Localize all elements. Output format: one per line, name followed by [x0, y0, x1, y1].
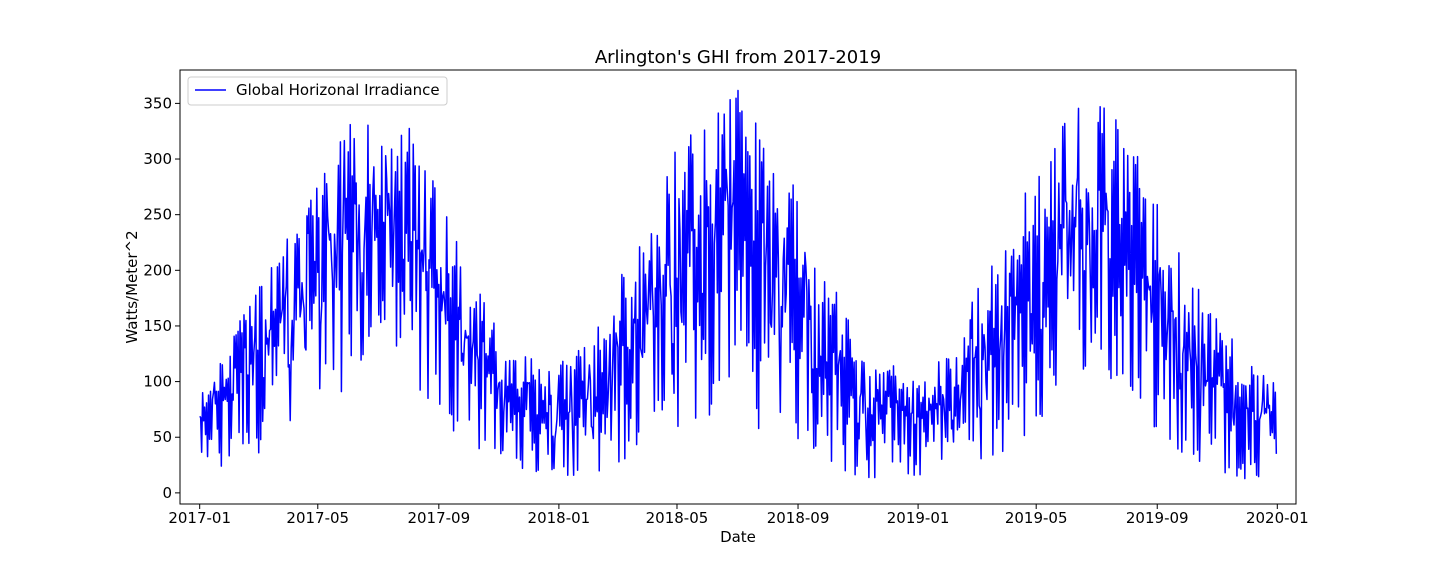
y-tick-label: 250: [143, 206, 172, 224]
legend-box: [187, 76, 448, 106]
x-tick-label: 2019-01: [887, 509, 950, 527]
x-tick-label: 2017-09: [407, 509, 470, 527]
x-axis-title: Date: [720, 528, 756, 546]
x-tick-label: 2018-05: [646, 509, 709, 527]
plot-area-frame: [179, 69, 1297, 505]
y-tick-label: 200: [143, 261, 172, 279]
legend-label: Global Horizonal Irradiance: [236, 81, 440, 99]
y-axis-ticks: 0 50 100 150 200 250 300 350: [143, 94, 180, 502]
x-tick-label: 2017-01: [168, 509, 231, 527]
x-tick-label: 2019-09: [1126, 509, 1189, 527]
y-tick-label: 350: [143, 94, 172, 112]
y-tick-label: 100: [143, 373, 172, 391]
legend: Global Horizonal Irradiance: [187, 76, 448, 106]
series-layer: [199, 89, 1278, 480]
chart-title: Arlington's GHI from 2017-2019: [595, 47, 881, 68]
x-tick-label: 2019-05: [1005, 509, 1068, 527]
series-line-ghi: [199, 89, 1278, 480]
y-tick-label: 150: [143, 317, 172, 335]
y-tick-label: 300: [143, 150, 172, 168]
x-tick-label: 2018-09: [767, 509, 830, 527]
x-tick-label: 2020-01: [1246, 509, 1309, 527]
y-tick-label: 0: [162, 484, 172, 502]
y-tick-label: 50: [153, 428, 172, 446]
x-tick-label: 2018-01: [528, 509, 591, 527]
y-axis-title: Watts/Meter^2: [123, 230, 141, 343]
x-tick-label: 2017-05: [286, 509, 349, 527]
x-axis-ticks: 2017-01 2017-05 2017-09 2018-01 2018-05 2018-…: [168, 504, 1309, 527]
